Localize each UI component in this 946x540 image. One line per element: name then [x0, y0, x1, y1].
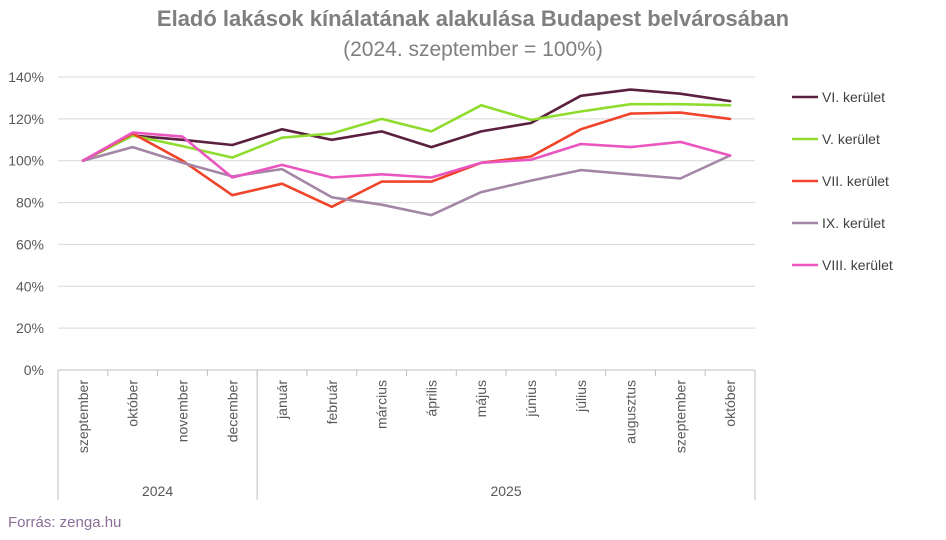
chart-title: Eladó lakások kínálatának alakulása Buda…	[156, 6, 790, 31]
x-tick-label: február	[324, 380, 340, 425]
chart-subtitle: (2024. szeptember = 100%)	[343, 38, 603, 61]
y-tick-label: 80%	[16, 195, 44, 211]
x-tick-label: április	[423, 380, 439, 417]
x-tick-label: október	[722, 380, 738, 427]
y-tick-label: 120%	[8, 111, 44, 127]
x-tick-label: március	[374, 380, 390, 429]
series-lines	[81, 88, 732, 217]
year-label: 2024	[142, 483, 173, 499]
x-tick-label: december	[224, 380, 240, 443]
y-tick-label: 20%	[16, 320, 44, 336]
legend-label: VII. kerület	[822, 173, 889, 189]
y-tick-label: 40%	[16, 278, 44, 294]
x-tick-label: november	[174, 380, 190, 443]
series-line	[81, 111, 732, 209]
y-tick-label: 100%	[8, 153, 44, 169]
legend-label: IX. kerület	[822, 215, 885, 231]
legend-label: V. kerület	[822, 131, 880, 147]
x-tick-label: június	[523, 380, 539, 418]
year-label: 2025	[490, 483, 521, 499]
legend: VI. kerület V. kerület VII. kerület IX. ker…	[792, 89, 893, 273]
x-tick-label: szeptember	[75, 380, 91, 453]
y-axis: 0% 20% 40% 60% 80% 100% 120% 140%	[8, 69, 44, 378]
y-tick-label: 140%	[8, 69, 44, 85]
series-line	[81, 131, 732, 179]
gridlines	[58, 76, 755, 371]
series-line	[81, 145, 732, 217]
x-tick-label: október	[125, 380, 141, 427]
x-tick-label: szeptember	[672, 380, 688, 453]
legend-label: VIII. kerület	[822, 257, 893, 273]
x-tick-label: augusztus	[623, 380, 639, 444]
x-tick-label: július	[573, 380, 589, 413]
series-line	[81, 102, 732, 162]
legend-label: VI. kerület	[822, 89, 885, 105]
x-tick-label: január	[274, 380, 290, 420]
source-note: Forrás: zenga.hu	[8, 514, 122, 531]
series-line	[81, 88, 732, 162]
y-tick-label: 60%	[16, 236, 44, 252]
x-axis: szeptember október november december január f…	[57, 370, 756, 500]
x-tick-label: május	[473, 380, 489, 417]
y-tick-label: 0%	[24, 362, 44, 378]
